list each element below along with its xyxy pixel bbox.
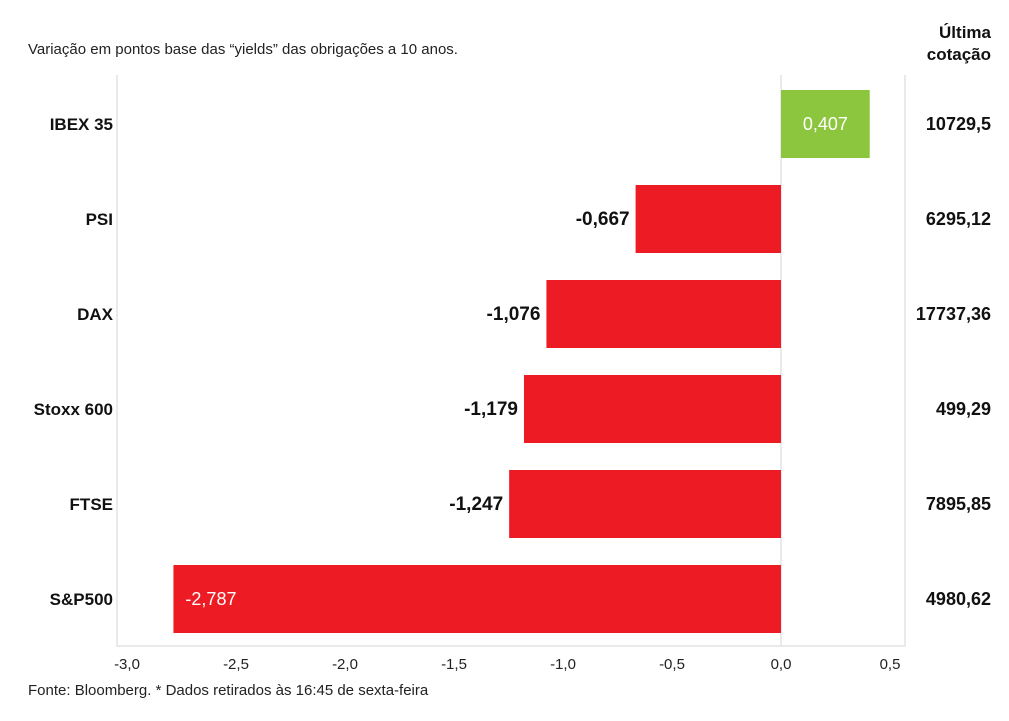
data-label: -1,247 bbox=[449, 494, 503, 515]
last-quote-value: 499,29 bbox=[936, 399, 991, 419]
category-label: S&P500 bbox=[50, 590, 113, 609]
x-tick-label: 0,0 bbox=[771, 656, 792, 673]
last-quote-value: 6295,12 bbox=[926, 209, 991, 229]
data-label: 0,407 bbox=[803, 114, 848, 134]
x-tick-label: 0,5 bbox=[880, 656, 901, 673]
last-quote-value: 10729,5 bbox=[926, 114, 991, 134]
plot-frame bbox=[116, 75, 906, 647]
bar-2 bbox=[546, 280, 781, 348]
header-line-2: cotação bbox=[926, 45, 991, 64]
category-label: PSI bbox=[86, 210, 113, 229]
last-quote-value: 7895,85 bbox=[926, 494, 991, 514]
bar-3 bbox=[523, 375, 781, 443]
data-label: -2,787 bbox=[185, 589, 236, 609]
bar-5 bbox=[173, 565, 781, 633]
category-label: DAX bbox=[77, 305, 114, 324]
data-label: -1,076 bbox=[487, 304, 541, 325]
x-tick-label: -3,0 bbox=[114, 656, 140, 673]
last-quote-value: 17737,36 bbox=[916, 304, 991, 324]
category-label: FTSE bbox=[70, 495, 113, 514]
bar-1 bbox=[635, 185, 781, 253]
x-tick-label: -2,0 bbox=[332, 656, 358, 673]
bar-4 bbox=[509, 470, 781, 538]
x-tick-label: -1,5 bbox=[441, 656, 467, 673]
chart-subtitle: Variação em pontos base das “yields” das… bbox=[28, 41, 458, 58]
category-label: Stoxx 600 bbox=[34, 400, 113, 419]
last-quote-value: 4980,62 bbox=[926, 589, 991, 609]
x-tick-label: -0,5 bbox=[659, 656, 685, 673]
right-column-header: Última cotação bbox=[927, 22, 991, 66]
category-label: IBEX 35 bbox=[50, 115, 113, 134]
data-label: -1,179 bbox=[464, 399, 518, 420]
data-label: -0,667 bbox=[576, 209, 630, 230]
bar-0 bbox=[781, 90, 870, 158]
x-tick-label: -2,5 bbox=[223, 656, 249, 673]
header-line-1: Última bbox=[939, 23, 991, 42]
source-note: Fonte: Bloomberg. * Dados retirados às 1… bbox=[28, 682, 429, 699]
x-tick-label: -1,0 bbox=[550, 656, 576, 673]
